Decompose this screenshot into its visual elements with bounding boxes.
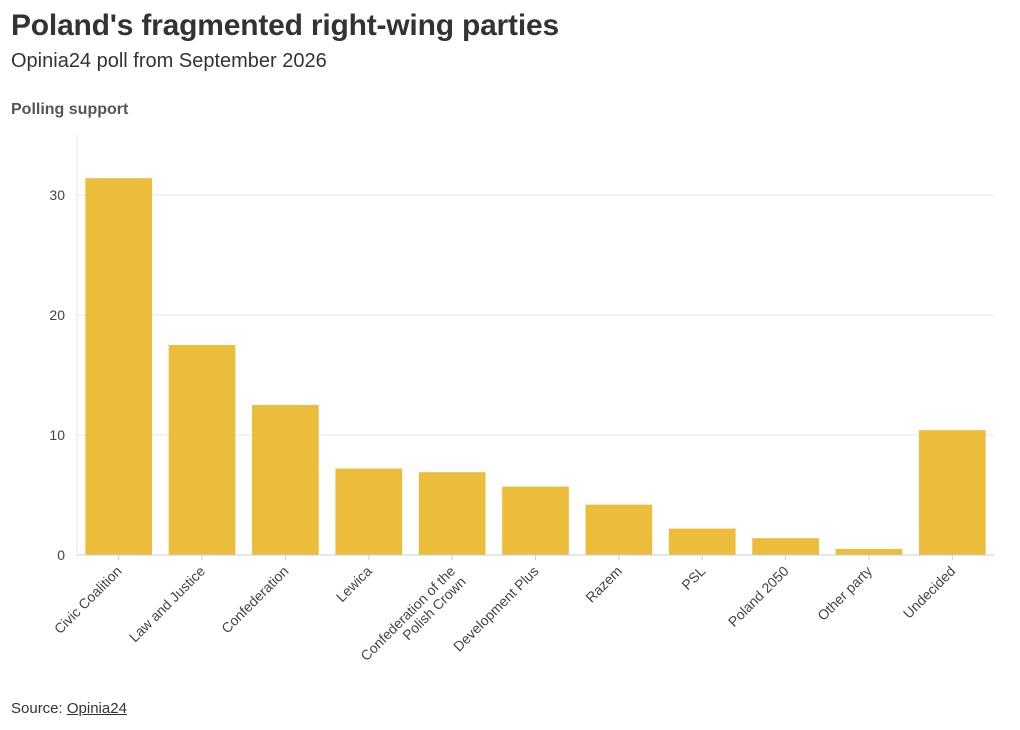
y-axis-title: Polling support — [11, 101, 129, 118]
source-prefix: Source: — [11, 700, 67, 717]
x-tick-label: Confederation — [218, 563, 292, 637]
source-link[interactable]: Opinia24 — [66, 700, 127, 717]
x-tick-label: PSL — [678, 563, 708, 593]
y-tick-label: 30 — [49, 187, 65, 203]
x-tick-label: Civic Coalition — [51, 563, 125, 637]
x-tick-label: Other party — [814, 563, 875, 624]
x-tick-label: Undecided — [900, 563, 959, 622]
y-tick-label: 20 — [49, 307, 65, 323]
y-tick-label: 0 — [57, 547, 65, 563]
bar — [918, 430, 986, 555]
source-note: Source: Opinia24 — [11, 700, 127, 717]
bar — [835, 549, 903, 555]
bar — [335, 468, 403, 555]
x-tick-label: Confederation of thePolish Crown — [357, 563, 469, 675]
x-tick-label: Law and Justice — [126, 563, 208, 645]
bar — [252, 405, 319, 555]
x-tick-label: Development Plus — [450, 563, 542, 655]
bar — [668, 528, 736, 555]
x-tick-label: Poland 2050 — [725, 563, 792, 630]
y-tick-label: 10 — [49, 427, 65, 443]
bar — [168, 345, 236, 555]
bar — [752, 538, 819, 555]
chart-subtitle: Opinia24 poll from September 2026 — [11, 50, 327, 72]
x-tick-label: Lewica — [333, 563, 375, 605]
bar — [418, 472, 486, 555]
chart-title: Poland's fragmented right-wing parties — [11, 9, 559, 42]
bar — [585, 504, 653, 555]
bar — [85, 178, 153, 555]
bar — [502, 486, 569, 555]
x-tick-label: Razem — [582, 563, 625, 606]
